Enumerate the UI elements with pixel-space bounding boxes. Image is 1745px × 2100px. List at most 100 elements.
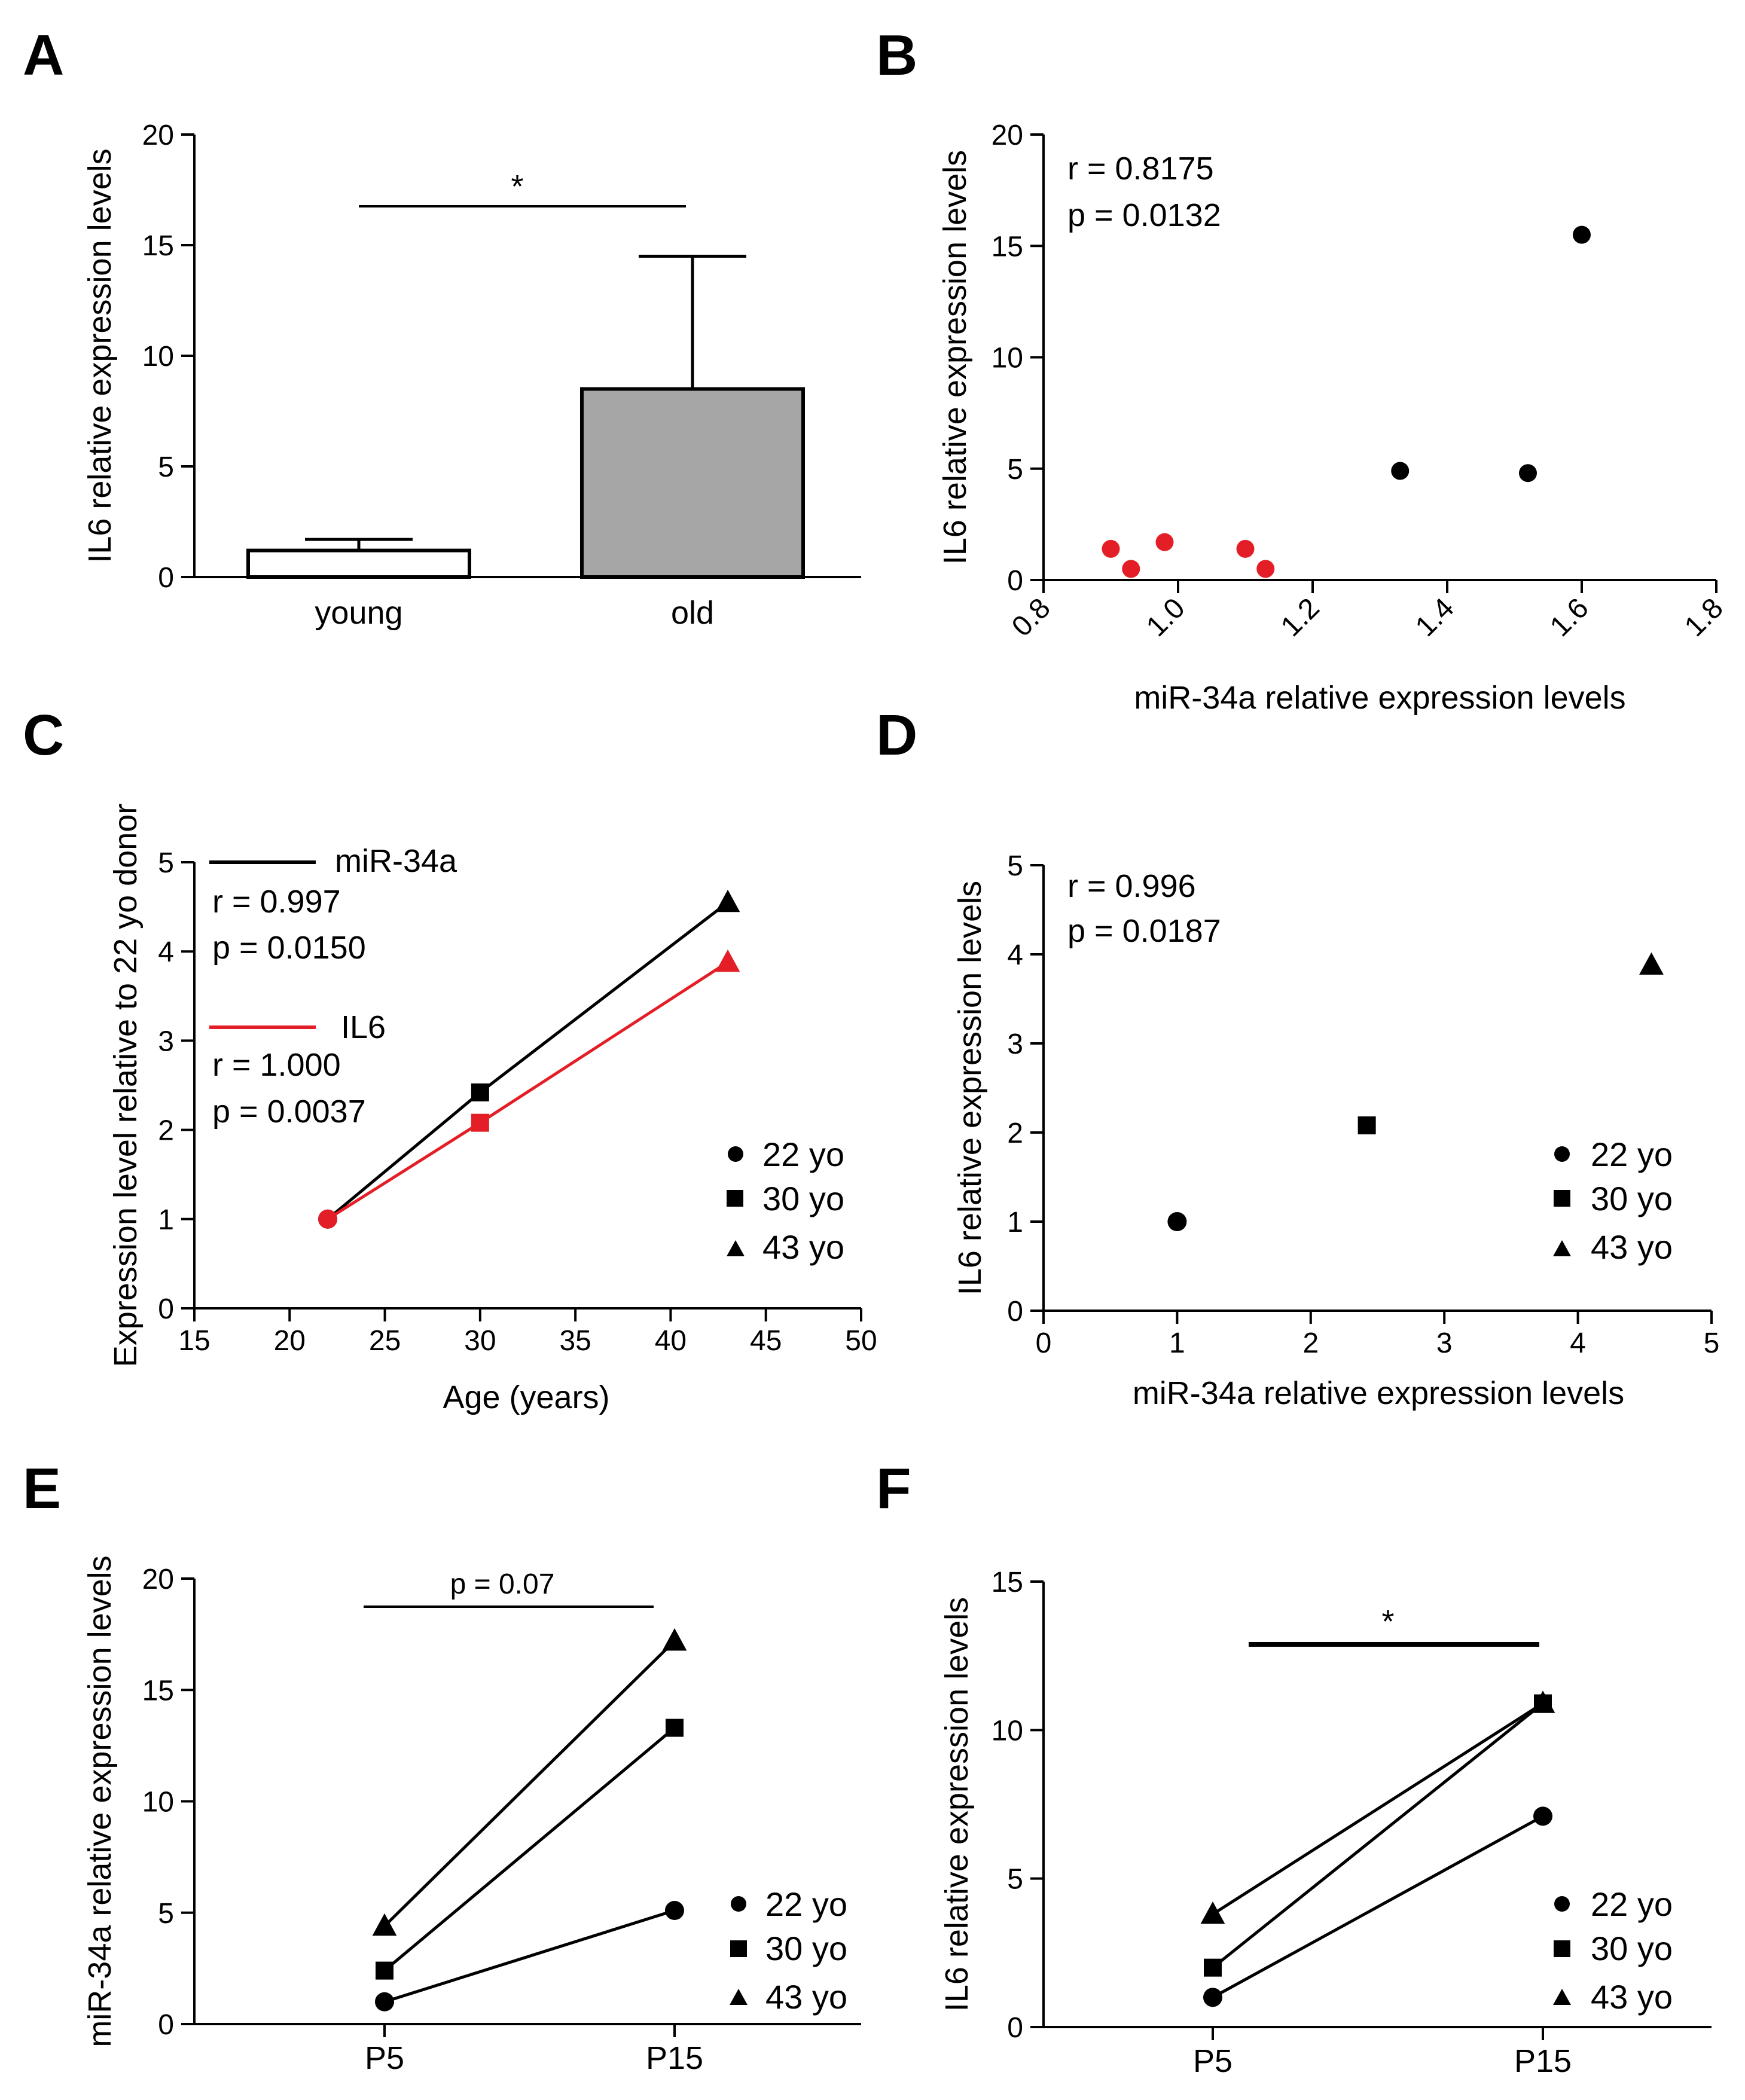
y-tick-label: 0 — [1007, 1296, 1023, 1327]
x-tick-label: 0.8 — [1006, 592, 1057, 643]
legend-marker-square — [727, 1190, 743, 1207]
y-tick-label: 0 — [1007, 565, 1023, 597]
legend-label-43yo: 43 yo — [765, 1978, 847, 2016]
legend-label-22yo: 22 yo — [762, 1136, 844, 1173]
bar-young — [246, 548, 471, 579]
y-tick-label: 3 — [158, 1025, 174, 1057]
y-tick-label: 20 — [142, 120, 174, 151]
y-tick-label: 5 — [158, 451, 174, 483]
y-tick-label: 10 — [142, 341, 174, 373]
panel-a-annotations: * — [359, 169, 686, 207]
data-point-black — [1519, 464, 1537, 483]
x-axis-label: miR-34a relative expression levels — [1134, 680, 1625, 716]
series-line-22 yo — [384, 1909, 675, 2004]
data-point-22 yo — [665, 1901, 684, 1921]
legend-marker-triangle — [730, 1989, 748, 2005]
series-line-43 yo — [1212, 1702, 1544, 1916]
panel-f-line-chart: 0 5 10 15 IL6 relative expression levels P5 P1… — [939, 1567, 1712, 2079]
y-tick-label: 0 — [158, 562, 174, 594]
x-tick-label: P5 — [365, 2040, 404, 2076]
panel-b-scatter-chart: 0 5 10 15 20 IL6 relative expression levels 0.… — [937, 120, 1729, 716]
r-value-mir34a: r = 0.997 — [212, 884, 341, 920]
y-tick-label: 5 — [1007, 1864, 1023, 1896]
data-point-22 yo — [1203, 1988, 1222, 2007]
data-point-30 yo — [1357, 1116, 1376, 1135]
legend-label-30yo: 30 yo — [765, 1930, 847, 1967]
y-tick-label: 4 — [1007, 939, 1023, 971]
series-line-43 yo — [383, 1640, 676, 1927]
data-point-22 yo — [1167, 1212, 1187, 1231]
y-tick-label: 1 — [158, 1204, 174, 1236]
legend-marker-circle — [731, 1896, 746, 1912]
legend-label-30yo: 30 yo — [1591, 1180, 1673, 1217]
y-axis-label: IL6 relative expression levels — [937, 150, 973, 564]
y-axis-label: Expression level relative to 22 yo donor — [108, 804, 144, 1368]
panel-e-line-chart: 0 5 10 15 20 miR-34a relative expression leve… — [82, 1555, 861, 2076]
legend-marker-triangle — [727, 1240, 745, 1256]
p-value-mir34a: p = 0.0150 — [212, 930, 366, 966]
r-value: r = 0.8175 — [1067, 151, 1214, 187]
data-point-miR-34a — [471, 1083, 489, 1101]
legend-marker-square — [730, 1940, 747, 1957]
y-tick-label: 2 — [158, 1115, 174, 1147]
panel-d-scatter-chart: 0 1 2 3 4 5 IL6 relative expression levels 0 1 2 3… — [952, 850, 1719, 1411]
p-value: p = 0.0132 — [1067, 197, 1221, 233]
panel-a-bar-chart: 0 5 10 15 20 IL6 relative expression levels yo… — [82, 120, 861, 631]
y-tick-label: 10 — [992, 1715, 1023, 1747]
data-point-30 yo — [666, 1719, 684, 1737]
y-tick-label: 15 — [992, 231, 1023, 262]
y-tick-label: 3 — [1007, 1028, 1023, 1060]
x-tick-label: 3 — [1436, 1327, 1453, 1359]
y-tick-label: 5 — [158, 1898, 174, 1930]
y-axis-label: miR-34a relative expression levels — [82, 1555, 118, 2047]
data-point-43 yo — [1639, 952, 1664, 975]
data-point-miR-34a — [715, 889, 740, 912]
data-point-black — [1573, 225, 1591, 244]
y-axis-label: IL6 relative expression levels — [952, 881, 988, 1295]
r-value-il6: r = 1.000 — [212, 1047, 341, 1083]
y-tick-label: 4 — [158, 936, 174, 968]
legend-label-22yo: 22 yo — [1591, 1885, 1673, 1923]
panel-label: B — [876, 23, 917, 87]
x-tick-label: 45 — [750, 1325, 782, 1357]
y-tick-label: 15 — [992, 1567, 1023, 1598]
y-tick-label: 5 — [1007, 454, 1023, 486]
panel-d-legend: r = 0.996 p = 0.0187 22 yo 30 yo 43 yo — [1067, 868, 1673, 1266]
panel-label: A — [23, 23, 64, 87]
y-tick-label: 5 — [158, 847, 174, 879]
data-point-red — [1122, 560, 1140, 578]
legend-label-22yo: 22 yo — [765, 1885, 847, 1923]
y-tick-label: 2 — [1007, 1118, 1023, 1149]
data-point-43 yo — [662, 1628, 687, 1651]
significance-label: p = 0.07 — [450, 1568, 555, 1600]
data-point-22 yo — [375, 1992, 394, 2012]
panel-label: D — [876, 703, 917, 767]
series-line-30 yo — [1212, 1702, 1544, 1969]
y-tick-label: 15 — [142, 230, 174, 262]
legend-label-43yo: 43 yo — [1591, 1228, 1673, 1266]
y-tick-label: 15 — [142, 1675, 174, 1707]
panel-labels: A B C D E F — [23, 23, 917, 1521]
panel-e-legend: p = 0.07 22 yo 30 yo 43 yo — [364, 1568, 847, 2016]
data-point-22 yo — [1533, 1806, 1552, 1826]
data-point-red — [1236, 539, 1255, 558]
panel-label: C — [23, 703, 64, 767]
legend-label-43yo: 43 yo — [1591, 1978, 1673, 2016]
x-tick-label: 15 — [178, 1325, 210, 1357]
x-tick-label: 4 — [1570, 1327, 1586, 1359]
x-tick-label: P15 — [1514, 2043, 1572, 2079]
p-value-il6: p = 0.0037 — [212, 1094, 366, 1130]
panel-c-legend: miR-34a r = 0.997 p = 0.0150 IL6 r = 1.0… — [209, 843, 844, 1266]
panel-f-legend: * 22 yo 30 yo 43 yo — [1249, 1604, 1673, 2016]
series-line-IL6 — [327, 961, 729, 1220]
y-tick-label: 10 — [992, 343, 1023, 374]
y-tick-label: 20 — [992, 120, 1023, 151]
x-tick-label: 20 — [274, 1325, 306, 1357]
data-point-IL6 — [318, 1209, 337, 1229]
x-tick-label: 25 — [369, 1325, 401, 1357]
x-axis-label: miR-34a relative expression levels — [1133, 1375, 1624, 1411]
x-tick-label: 5 — [1704, 1327, 1720, 1359]
data-point-black — [1391, 462, 1410, 480]
